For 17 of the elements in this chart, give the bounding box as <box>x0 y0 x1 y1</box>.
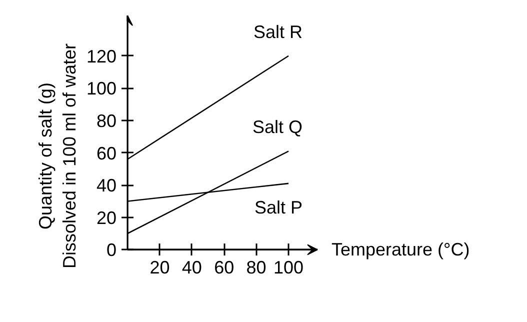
y-tick-label: 20 <box>96 208 117 228</box>
series-label: Salt P <box>254 197 303 218</box>
y-tick-label: 40 <box>96 176 117 196</box>
series-label: Salt Q <box>252 117 303 138</box>
x-tick-label: 60 <box>214 258 234 278</box>
x-tick-label: 80 <box>246 258 266 278</box>
x-tick-label: 100 <box>274 258 304 278</box>
y-tick-label: 60 <box>96 143 117 164</box>
y-tick-label: 120 <box>86 46 117 66</box>
y-tick-label: 100 <box>86 78 117 99</box>
x-tick-label: 40 <box>182 258 202 278</box>
series-label: Salt R <box>254 22 303 42</box>
y-tick-label: 80 <box>96 110 117 131</box>
y-axis-title: Quantity of salt (g) Dissolved in 100 ml of water <box>35 43 80 269</box>
x-axis-title: Temperature (°C) <box>332 240 470 260</box>
x-tick-label: 20 <box>150 258 170 278</box>
y-tick-label: 0 <box>106 240 117 260</box>
